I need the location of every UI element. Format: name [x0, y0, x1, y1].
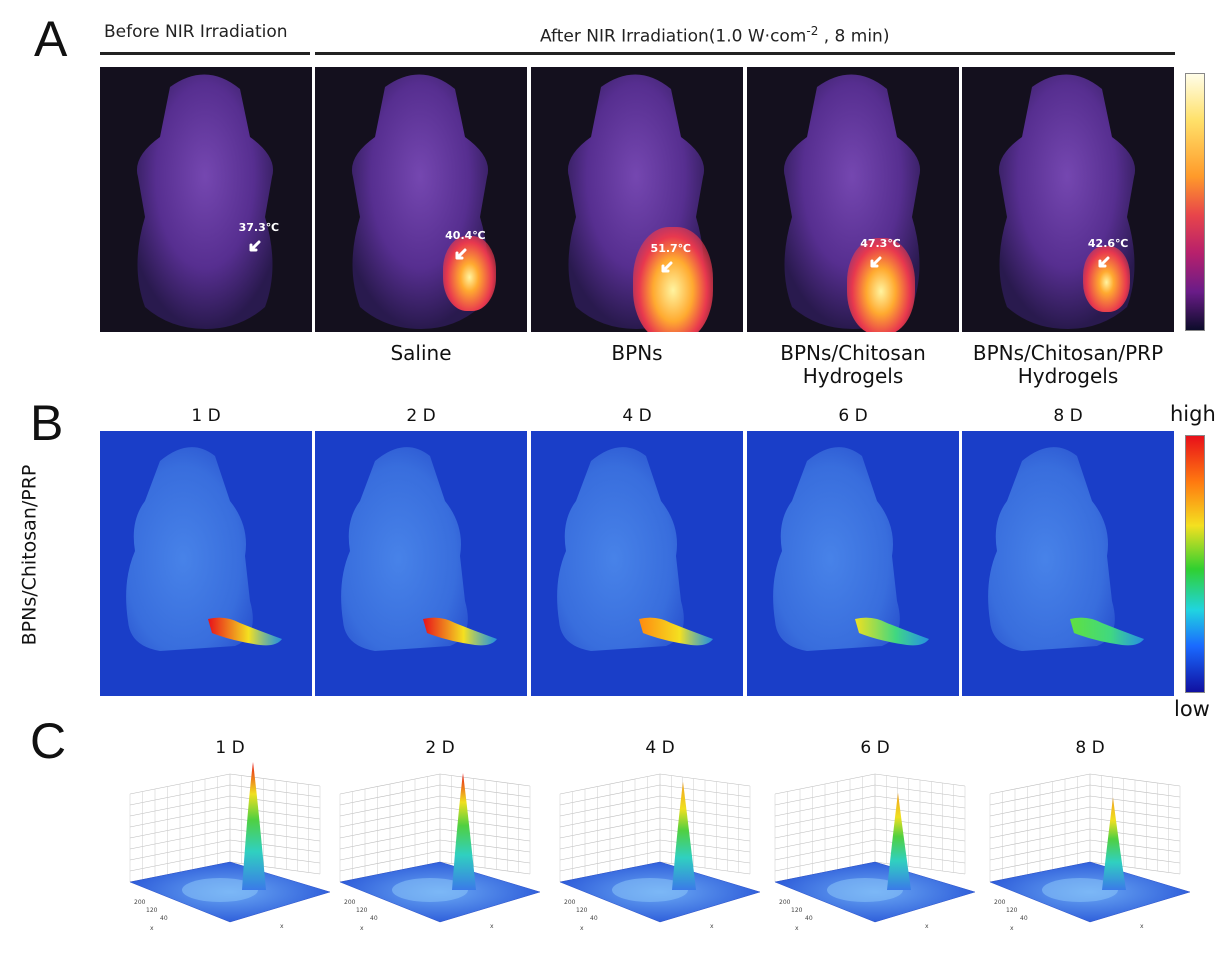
- svg-text:x: x: [280, 923, 284, 930]
- temperature-label-3: 51.7℃: [650, 241, 692, 255]
- fluorescence-image-1: [100, 431, 312, 696]
- colorbar-low-label: low: [1174, 697, 1210, 721]
- svg-text:x: x: [360, 925, 364, 932]
- temperature-label-4: 47.3℃: [860, 236, 901, 250]
- after-header-tail: , 8 min): [818, 26, 890, 47]
- svg-text:200: 200: [344, 899, 356, 906]
- fluorescence-image-4: [747, 431, 959, 696]
- row-label-wrapper: BPNs/Chitosan/PRP: [0, 465, 172, 646]
- thermal-hotspot-3: [633, 226, 714, 332]
- panel-b-day-label-5: 8 D: [1053, 406, 1083, 426]
- thermal-colorbar: [1185, 73, 1205, 331]
- pointer-arrow-icon: [1096, 255, 1110, 269]
- svg-text:200: 200: [564, 899, 576, 906]
- before-irradiation-header: Before NIR Irradiation: [104, 22, 288, 42]
- svg-text:x: x: [1010, 925, 1014, 932]
- panel-c-day-label-3: 4 D: [645, 738, 675, 758]
- surface-plot-4: 200 120 40 x x: [765, 752, 985, 952]
- panel-c-day-label-2: 2 D: [425, 738, 455, 758]
- temperature-label-1: 37.3℃: [238, 220, 280, 234]
- after-header-text: After NIR Irradiation(1.0 W·com: [540, 26, 807, 47]
- svg-text:x: x: [710, 923, 714, 930]
- group-label-bpns-line1: BPNs: [611, 341, 663, 365]
- pointer-arrow-icon: [247, 239, 261, 253]
- group-label-saline: Saline: [315, 342, 527, 365]
- surface-plot-1: 200 120 40 x x: [120, 752, 340, 952]
- group-label-bpns-chitosan-prp-line2: Hydrogels: [1017, 364, 1119, 388]
- thermal-image-5: 42.6℃: [962, 67, 1174, 332]
- pointer-arrow-icon: [659, 260, 673, 274]
- thermal-image-4: 47.3℃: [747, 67, 959, 332]
- group-label-bpns-chitosan-line2: Hydrogels: [802, 364, 904, 388]
- temperature-label-5: 42.6℃: [1087, 236, 1129, 250]
- svg-text:x: x: [580, 925, 584, 932]
- thermal-hotspot-2: [443, 236, 497, 311]
- svg-text:120: 120: [356, 907, 368, 914]
- svg-text:40: 40: [160, 915, 168, 922]
- fluorescence-image-5: [962, 431, 1174, 696]
- group-label-bpns: BPNs: [531, 342, 743, 365]
- svg-text:x: x: [795, 925, 799, 932]
- group-label-bpns-chitosan-prp: BPNs/Chitosan/PRP Hydrogels: [952, 342, 1184, 388]
- svg-text:x: x: [150, 925, 154, 932]
- thermal-image-1: 37.3℃: [100, 67, 312, 332]
- svg-text:40: 40: [590, 915, 598, 922]
- panel-letter-a: A: [34, 11, 68, 67]
- svg-text:x: x: [490, 923, 494, 930]
- thermal-image-2: 40.4℃: [315, 67, 527, 332]
- after-header-rule: [315, 52, 1175, 55]
- svg-text:x: x: [1140, 923, 1144, 930]
- panel-c-day-label-4: 6 D: [860, 738, 890, 758]
- panel-b-day-label-1: 1 D: [191, 406, 221, 426]
- svg-text:120: 120: [576, 907, 588, 914]
- panel-c-day-label-1: 1 D: [215, 738, 245, 758]
- before-header-rule: [100, 52, 310, 55]
- after-irradiation-header: After NIR Irradiation(1.0 W·com-2 , 8 mi…: [540, 24, 889, 47]
- group-label-bpns-chitosan: BPNs/Chitosan Hydrogels: [747, 342, 959, 388]
- panel-b-day-label-4: 6 D: [838, 406, 868, 426]
- fluorescence-image-2: [315, 431, 527, 696]
- group-label-bpns-chitosan-line1: BPNs/Chitosan: [780, 341, 926, 365]
- fluorescence-colorbar: [1185, 435, 1205, 693]
- svg-text:40: 40: [805, 915, 813, 922]
- pointer-arrow-icon: [868, 255, 882, 269]
- svg-text:200: 200: [134, 899, 146, 906]
- group-label-bpns-chitosan-prp-line1: BPNs/Chitosan/PRP: [972, 341, 1164, 365]
- panel-c-day-label-5: 8 D: [1075, 738, 1105, 758]
- pointer-arrow-icon: [453, 247, 467, 261]
- surface-plot-2: 200 120 40 x x: [330, 752, 550, 952]
- surface-plot-3: 200 120 40 x x: [550, 752, 770, 952]
- svg-text:200: 200: [779, 899, 791, 906]
- svg-text:200: 200: [994, 899, 1006, 906]
- svg-text:x: x: [925, 923, 929, 930]
- after-header-superscript: -2: [806, 24, 819, 38]
- panel-letter-c: C: [30, 713, 67, 769]
- svg-text:120: 120: [791, 907, 803, 914]
- thermal-image-3: 51.7℃: [531, 67, 743, 332]
- temperature-label-2: 40.4℃: [445, 228, 486, 242]
- group-label-saline-line1: Saline: [390, 341, 452, 365]
- surface-plot-5: 200 120 40 x x: [980, 752, 1200, 952]
- fluorescence-image-3: [531, 431, 743, 696]
- svg-text:40: 40: [1020, 915, 1028, 922]
- panel-letter-b: B: [30, 395, 64, 451]
- thermal-hotspot-4: [846, 238, 915, 332]
- row-label-bpns-chitosan-prp: BPNs/Chitosan/PRP: [18, 464, 40, 646]
- panel-b-day-label-3: 4 D: [622, 406, 652, 426]
- svg-text:120: 120: [1006, 907, 1018, 914]
- panel-b-day-label-2: 2 D: [406, 406, 436, 426]
- colorbar-high-label: high: [1170, 402, 1216, 426]
- svg-text:120: 120: [146, 907, 158, 914]
- svg-text:40: 40: [370, 915, 378, 922]
